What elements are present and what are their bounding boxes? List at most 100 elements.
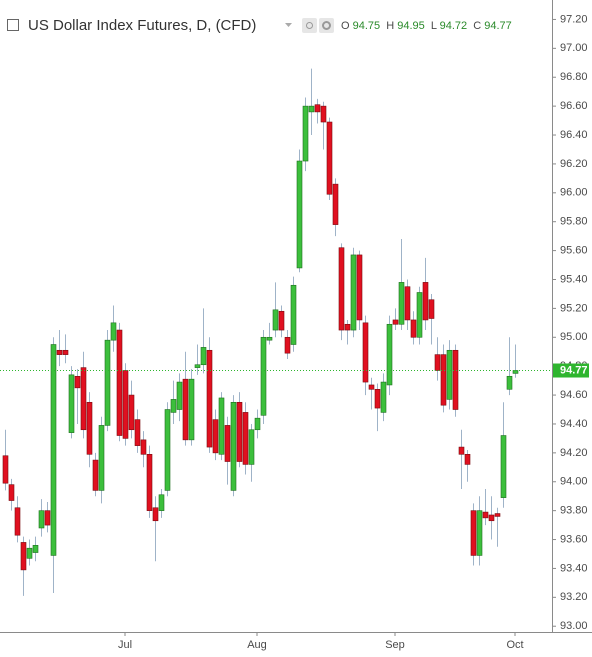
- last-price-tag: [553, 363, 589, 378]
- candle-body: [56, 349, 63, 355]
- candle-body: [158, 494, 165, 511]
- candle-body: [38, 510, 45, 529]
- candle-body: [152, 507, 159, 522]
- candle-body: [140, 439, 147, 455]
- candle-body: [44, 510, 51, 526]
- candle-body: [32, 545, 39, 553]
- candle-body: [254, 417, 261, 431]
- candle-body: [194, 364, 201, 368]
- y-tick-label: 96.60: [560, 100, 588, 112]
- candle-body: [260, 336, 267, 416]
- candle-body: [206, 349, 213, 448]
- x-tick-label: Jul: [118, 639, 132, 651]
- candle-body: [8, 484, 15, 501]
- candle-body: [2, 455, 9, 484]
- candle-body: [380, 381, 387, 413]
- candle-body: [116, 329, 123, 436]
- y-tick-label: 94.60: [560, 389, 588, 401]
- candle-body: [20, 542, 27, 571]
- y-tick-label: 94.40: [560, 418, 588, 430]
- x-tick-label: Oct: [506, 639, 523, 651]
- y-tick-label: 95.00: [560, 331, 588, 343]
- candle-body: [236, 401, 243, 462]
- candle-body: [296, 160, 303, 269]
- eye-icon[interactable]: [302, 18, 317, 33]
- candle-body: [170, 399, 177, 413]
- gear-glyph: [322, 21, 331, 30]
- candle-body: [248, 429, 255, 465]
- y-tick-label: 96.20: [560, 158, 588, 170]
- candle-body: [464, 454, 471, 465]
- candle-body: [320, 105, 327, 123]
- candle-body: [452, 349, 459, 410]
- ohlc-label: H: [386, 20, 394, 32]
- y-tick-label: 93.20: [560, 591, 588, 603]
- candle-body: [392, 319, 399, 325]
- candle-body: [212, 419, 219, 454]
- y-tick-label: 94.20: [560, 447, 588, 459]
- y-tick-label: 96.00: [560, 187, 588, 199]
- y-tick-label: 95.60: [560, 245, 588, 257]
- eye-glyph: [306, 22, 313, 29]
- candle-body: [200, 347, 207, 366]
- candle-body: [164, 409, 171, 491]
- y-tick-label: 96.40: [560, 129, 588, 141]
- y-tick-label: 93.00: [560, 620, 588, 632]
- candle-body: [182, 378, 189, 441]
- candle-body: [74, 375, 81, 389]
- y-tick-label: 97.20: [560, 13, 588, 25]
- settings-icon[interactable]: [319, 18, 334, 33]
- candle-body: [326, 121, 333, 195]
- candle-body: [488, 514, 495, 522]
- y-tick-label: 95.80: [560, 216, 588, 228]
- candle-body: [362, 322, 369, 383]
- candle-body: [428, 299, 435, 319]
- candle-body: [146, 454, 153, 511]
- candle-body: [230, 401, 237, 491]
- candle-body: [110, 322, 117, 341]
- ohlc-label: C: [473, 20, 481, 32]
- candle-body: [266, 336, 273, 341]
- candle-body: [374, 388, 381, 409]
- candle-body: [470, 510, 477, 556]
- candle-body: [458, 446, 465, 455]
- candle-body: [62, 349, 69, 355]
- candle-body: [134, 419, 141, 446]
- candle-body: [344, 323, 351, 331]
- y-tick-label: 93.80: [560, 505, 588, 517]
- candle-body: [398, 282, 405, 325]
- candle-body: [482, 511, 489, 519]
- candle-body: [86, 401, 93, 455]
- y-tick-label: 93.40: [560, 562, 588, 574]
- candle-body: [416, 292, 423, 338]
- candle-body: [80, 367, 87, 431]
- ohlc-legend: O 94.75 H 94.95 L 94.72 C 94.77: [341, 20, 512, 32]
- y-tick-label: 95.20: [560, 302, 588, 314]
- candle-body: [128, 394, 135, 431]
- candle-body: [446, 349, 453, 400]
- candle-body: [272, 309, 279, 331]
- candle-body: [242, 412, 249, 465]
- candle-body: [356, 254, 363, 321]
- ohlc-label: O: [341, 20, 350, 32]
- candle-body: [50, 344, 57, 556]
- ohlc-value: 94.75: [353, 20, 381, 32]
- ohlc-value: 94.77: [484, 20, 512, 32]
- candle-body: [92, 459, 99, 491]
- ohlc-label: L: [431, 20, 437, 32]
- candle-body: [290, 284, 297, 345]
- candle-body: [404, 286, 411, 321]
- candle-body: [314, 104, 321, 113]
- candle-body: [278, 310, 285, 331]
- dropdown-icon[interactable]: [285, 23, 292, 27]
- candle-body: [224, 425, 231, 462]
- candle-body: [410, 319, 417, 338]
- y-tick-label: 96.80: [560, 71, 588, 83]
- candle-body: [308, 105, 315, 113]
- candle-body: [26, 547, 33, 559]
- candle-body: [440, 354, 447, 406]
- collapse-icon[interactable]: [7, 19, 19, 31]
- candle-body: [506, 375, 513, 390]
- candle-body: [368, 384, 375, 390]
